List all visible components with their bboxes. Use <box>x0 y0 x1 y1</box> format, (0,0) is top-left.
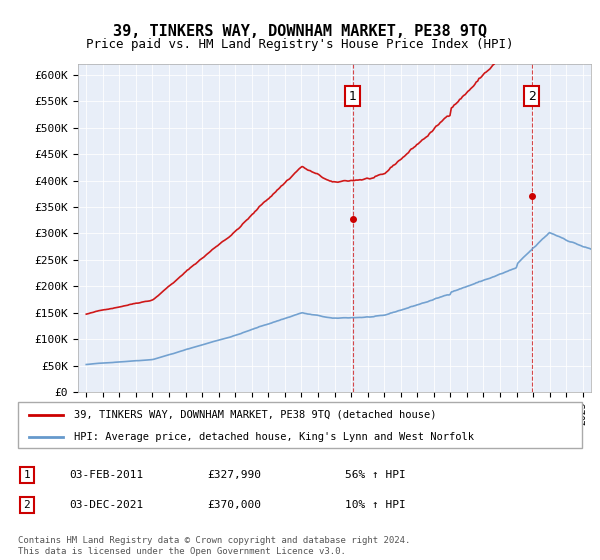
Text: 1: 1 <box>349 90 356 102</box>
Text: £370,000: £370,000 <box>207 500 261 510</box>
Text: 1: 1 <box>23 470 31 480</box>
Text: Price paid vs. HM Land Registry's House Price Index (HPI): Price paid vs. HM Land Registry's House … <box>86 38 514 51</box>
Text: 39, TINKERS WAY, DOWNHAM MARKET, PE38 9TQ: 39, TINKERS WAY, DOWNHAM MARKET, PE38 9T… <box>113 24 487 39</box>
Text: 03-DEC-2021: 03-DEC-2021 <box>69 500 143 510</box>
Text: 56% ↑ HPI: 56% ↑ HPI <box>345 470 406 480</box>
Text: 2: 2 <box>528 90 536 102</box>
Text: 10% ↑ HPI: 10% ↑ HPI <box>345 500 406 510</box>
Text: 2: 2 <box>23 500 31 510</box>
Text: £327,990: £327,990 <box>207 470 261 480</box>
FancyBboxPatch shape <box>18 402 582 448</box>
Text: 03-FEB-2011: 03-FEB-2011 <box>69 470 143 480</box>
Text: HPI: Average price, detached house, King's Lynn and West Norfolk: HPI: Average price, detached house, King… <box>74 432 475 441</box>
Text: 39, TINKERS WAY, DOWNHAM MARKET, PE38 9TQ (detached house): 39, TINKERS WAY, DOWNHAM MARKET, PE38 9T… <box>74 410 437 420</box>
Text: Contains HM Land Registry data © Crown copyright and database right 2024.
This d: Contains HM Land Registry data © Crown c… <box>18 536 410 556</box>
